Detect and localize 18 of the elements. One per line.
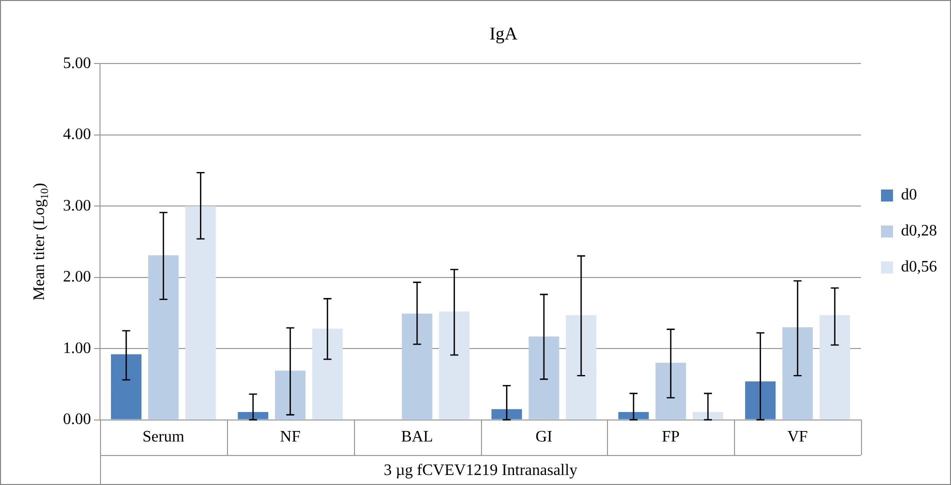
x-tick-label: FP <box>662 428 680 446</box>
y-tick-label: 3.00 <box>63 197 91 214</box>
y-tick-label: 0.00 <box>63 411 91 428</box>
y-tick-label: 1.00 <box>63 340 91 357</box>
y-axis-title: Mean titer (Log10) <box>31 182 51 301</box>
x-tick-label: BAL <box>401 428 434 446</box>
legend-label: d0,56 <box>901 258 937 276</box>
x-tick-label: Serum <box>142 428 185 446</box>
legend-label: d0 <box>901 186 917 204</box>
legend-label: d0,28 <box>901 222 937 240</box>
x-tick-label: VF <box>787 428 808 446</box>
y-tick-label: 2.00 <box>63 268 91 286</box>
chart-title: IgA <box>490 24 518 44</box>
y-tick-label: 5.00 <box>63 54 91 72</box>
x-tick-label: NF <box>280 428 301 446</box>
y-tick-label: 4.00 <box>63 126 91 144</box>
x-axis-title: 3 µg fCVEV1219 Intranasally <box>384 462 578 480</box>
x-tick-label: GI <box>535 428 552 446</box>
